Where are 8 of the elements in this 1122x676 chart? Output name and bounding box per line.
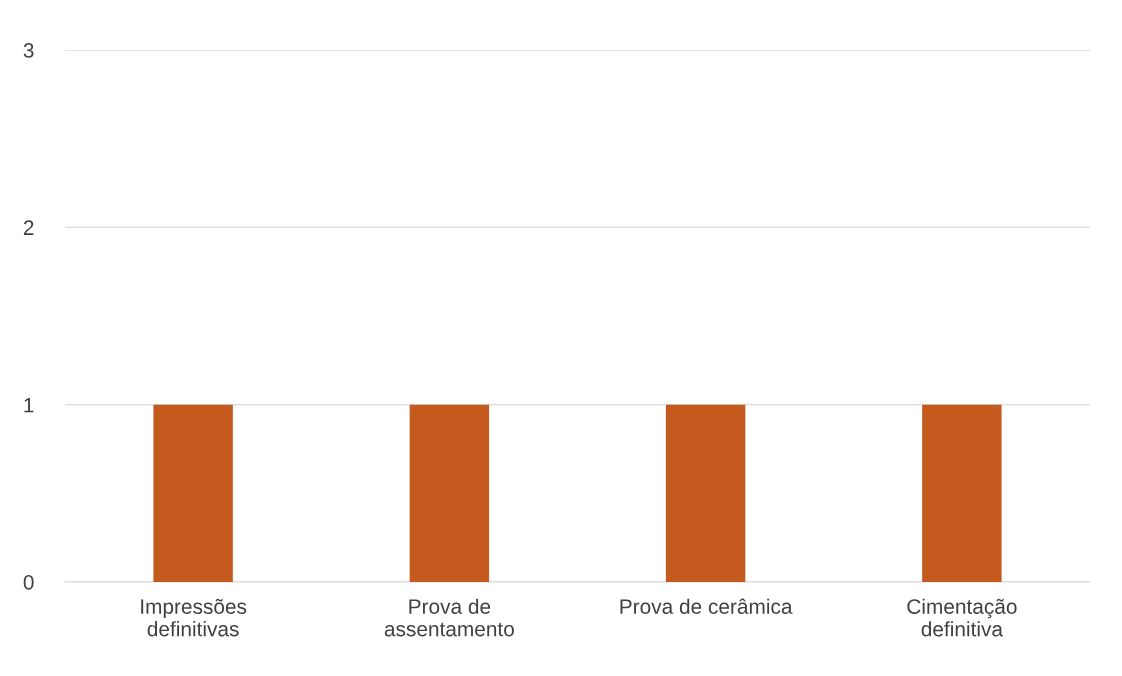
x-tick-label: Prova de assentamento bbox=[384, 598, 514, 637]
y-tick-label: 2 bbox=[23, 220, 34, 235]
y-tick-label: 1 bbox=[24, 397, 34, 413]
x-tick-label: Prova de cerâmica bbox=[620, 598, 793, 614]
x-tick-label: Impressões definitivas bbox=[141, 598, 247, 637]
x-tick-label: Cimentação definitiva bbox=[907, 598, 1017, 637]
y-tick-label: 0 bbox=[23, 575, 34, 590]
y-tick-label: 3 bbox=[23, 43, 34, 58]
